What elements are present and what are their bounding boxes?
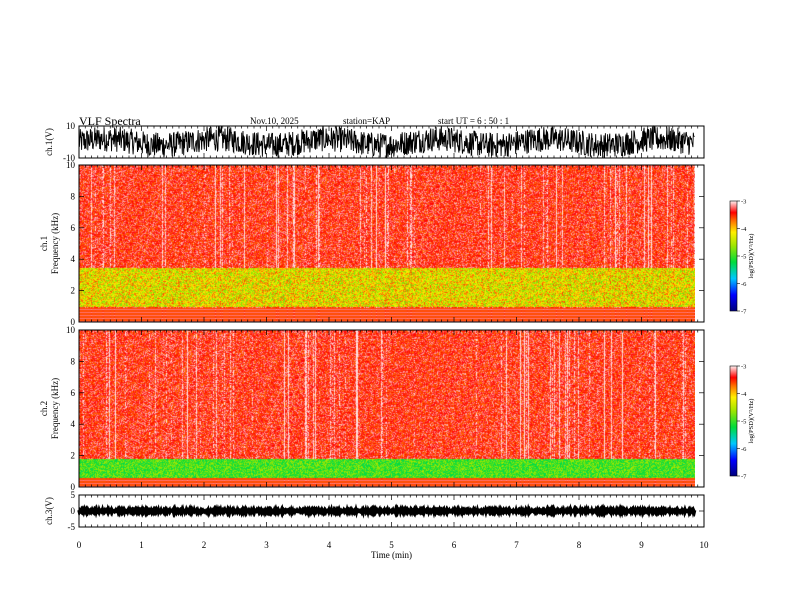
x-tick-label: 0 — [77, 540, 82, 550]
ch1-spectrogram-y-tick-label: 0 — [71, 317, 76, 327]
ch2-spectrogram-y-tick-label: 10 — [66, 325, 76, 335]
ch1-waveform-y-tick-label: 10 — [66, 121, 76, 131]
x-axis-label: Time (min) — [371, 550, 412, 560]
ch1-spectrogram-colorbar-tick-label: -3 — [741, 199, 746, 206]
ch3-waveform-y-tick-label: 0 — [71, 506, 76, 516]
ch3-waveform-y-tick-label: 5 — [71, 490, 76, 500]
ch1-waveform-trace — [78, 125, 695, 159]
ch2-spectrogram-ylabel: ch.2 — [39, 401, 49, 416]
ch2-spectrogram-colorbar-tick-label: -6 — [741, 446, 747, 453]
ch1-waveform-ylabel: ch.1(V) — [44, 128, 54, 156]
ch1-spectrogram-y-tick-label: 10 — [66, 160, 76, 170]
ch2-spectrogram-colorbar-tick-label: -7 — [741, 474, 747, 481]
ch2-spectrogram-colorbar-tick-label: -5 — [741, 419, 746, 426]
x-tick-label: 8 — [577, 540, 582, 550]
x-tick-label: 1 — [139, 540, 144, 550]
ch2-spectrogram-colorbar-label: log(PSD)(V²/Hz) — [748, 399, 755, 444]
ch1-spectrogram-y-tick-label: 8 — [71, 191, 76, 201]
x-tick-label: 7 — [514, 540, 519, 550]
x-tick-label: 9 — [639, 540, 644, 550]
ch1-spectrogram-colorbar-tick-label: -4 — [741, 226, 747, 233]
start-ut-label: start UT = 6 : 50 : 1 — [438, 116, 510, 126]
x-tick-label: 6 — [452, 540, 457, 550]
ch2-spectrogram-y-tick-label: 0 — [71, 482, 76, 492]
ch2-spectrogram-image — [79, 330, 695, 487]
x-tick-label: 4 — [327, 540, 332, 550]
ch2-spectrogram-y-tick-label: 2 — [71, 451, 76, 461]
ch1-spectrogram-y-tick-label: 4 — [71, 254, 76, 264]
x-tick-label: 3 — [264, 540, 269, 550]
ch1-spectrogram-y-tick-label: 2 — [71, 286, 76, 296]
ch2-spectrogram-colorbar-tick-label: -4 — [741, 391, 747, 398]
ch3-waveform-y-tick-label: -5 — [68, 522, 76, 532]
ch3-waveform-trace — [77, 503, 697, 519]
ch1-spectrogram-image — [79, 165, 695, 322]
ch2-spectrogram-y-tick-label: 6 — [71, 388, 76, 398]
chart-title: VLF Spectra — [79, 114, 141, 128]
ch1-spectrogram-colorbar-tick-label: -5 — [741, 254, 746, 261]
x-tick-label: 10 — [700, 540, 710, 550]
x-tick-label: 5 — [389, 540, 394, 550]
ch2-spectrogram-y-tick-label: 4 — [71, 419, 76, 429]
ch2-spectrogram-colorbar — [730, 366, 737, 476]
ch1-spectrogram-ylabel: ch.1 — [39, 236, 49, 251]
ch1-spectrogram-ylabel: Frequency (kHz) — [50, 213, 60, 274]
ch1-waveform-y-tick-label: -10 — [63, 153, 75, 163]
ch1-spectrogram-colorbar-tick-label: -7 — [741, 309, 747, 316]
ch1-spectrogram-colorbar — [730, 201, 737, 311]
ch1-spectrogram-y-tick-label: 6 — [71, 223, 76, 233]
ch1-spectrogram-colorbar-label: log(PSD)(V²/Hz) — [748, 234, 755, 279]
ch2-spectrogram-ylabel: Frequency (kHz) — [50, 378, 60, 439]
station-label: station=KAP — [343, 116, 391, 126]
ch2-spectrogram-colorbar-tick-label: -3 — [741, 364, 746, 371]
ch3-waveform-ylabel: ch.3(V) — [44, 497, 54, 525]
date-label: Nov.10, 2025 — [250, 116, 299, 126]
x-tick-label: 2 — [202, 540, 207, 550]
ch2-spectrogram-y-tick-label: 8 — [71, 356, 76, 366]
ch1-spectrogram-colorbar-tick-label: -6 — [741, 281, 747, 288]
